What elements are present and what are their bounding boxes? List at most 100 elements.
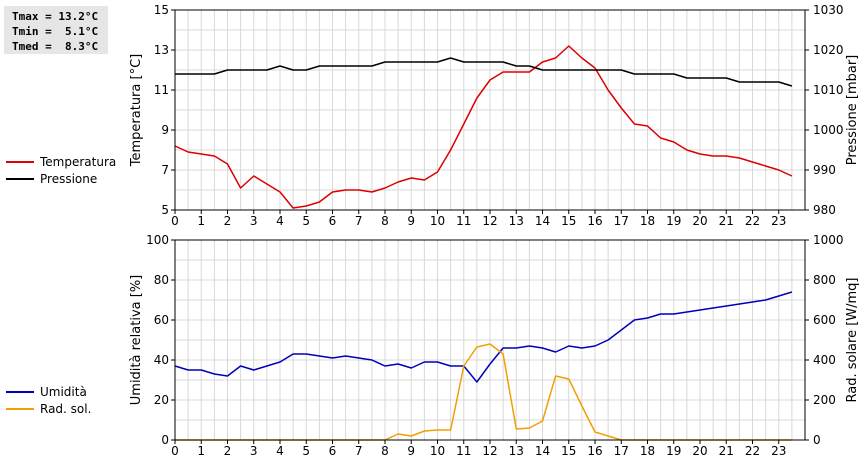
stat-tmin-value: 5.1°C [58,25,99,38]
x-tick-label: 0 [171,214,179,228]
series-line-temperatura [174,45,793,209]
x-tick-label: 17 [614,444,629,458]
y-right-tick-label: 600 [813,313,836,327]
x-tick-label: 20 [692,444,707,458]
x-tick-label: 5 [302,214,310,228]
y-right-tick-label: 1000 [813,123,844,137]
temperature-pressure-chart: 0 1 2 3 4 5 6 7 8 9 10 11 12 13 14 15 16 17 18 19 20 21 22 2357… [6,3,860,228]
y-left-tick-label: 40 [154,353,169,367]
x-tick-label: 23 [771,444,786,458]
x-tick-label: 5 [302,444,310,458]
humidity-solar-chart: 0 1 2 3 4 5 6 7 8 9 10 11 12 13 14 15 16 17 18 19 20 21 22 2302… [6,233,860,458]
chart1-y-right-label: Pressione [mbar] [845,55,860,166]
stat-tmed-value: 8.3°C [58,40,99,53]
y-right-tick-label: 1010 [813,83,844,97]
y-left-tick-label: 80 [154,273,169,287]
x-tick-label: 6 [329,444,337,458]
x-tick-label: 4 [276,214,284,228]
x-tick-label: 3 [250,444,258,458]
stat-tmed: Tmed = 8.3°C [12,40,99,53]
y-right-tick-label: 980 [813,203,836,217]
chart1-ticks: 0 1 2 3 4 5 6 7 8 9 10 11 12 13 14 15 16 17 18 19 20 21 22 2357… [154,3,844,228]
x-tick-label: 4 [276,444,284,458]
y-left-tick-label: 9 [161,123,169,137]
chart1-grid [175,10,805,210]
x-tick-label: 0 [171,444,179,458]
x-tick-label: 18 [640,214,655,228]
x-tick-label: 9 [407,214,415,228]
y-right-tick-label: 1020 [813,43,844,57]
x-tick-label: 10 [430,214,445,228]
stat-tmax: Tmax = 13.2°C [12,10,99,23]
x-tick-label: 13 [509,214,524,228]
x-tick-label: 18 [640,444,655,458]
y-right-tick-label: 1000 [813,233,844,247]
y-left-tick-label: 5 [161,203,169,217]
x-tick-label: 6 [329,214,337,228]
y-left-tick-label: 60 [154,313,169,327]
x-tick-label: 12 [482,214,497,228]
x-tick-label: 19 [666,214,681,228]
y-right-tick-label: 990 [813,163,836,177]
y-right-tick-label: 0 [813,433,821,447]
stat-tmed-label: Tmed [12,40,39,53]
x-tick-label: 1 [197,214,205,228]
x-tick-label: 9 [407,444,415,458]
y-right-tick-label: 400 [813,353,836,367]
y-left-tick-label: 7 [161,163,169,177]
series-line-rad-sol [175,343,792,441]
x-tick-label: 23 [771,214,786,228]
y-left-tick-label: 100 [146,233,169,247]
x-tick-label: 15 [561,444,576,458]
chart2-ticks: 0 1 2 3 4 5 6 7 8 9 10 11 12 13 14 15 16 17 18 19 20 21 22 2302… [146,233,843,458]
x-tick-label: 8 [381,444,389,458]
stats-box: Tmax = 13.2°C Tmin = 5.1°C Tmed = 8.3°C [4,6,108,54]
legend-umidita-label: Umidità [40,385,87,399]
y-left-tick-label: 11 [154,83,169,97]
x-tick-label: 7 [355,444,363,458]
y-right-tick-label: 1030 [813,3,844,17]
series-line-umidit [174,291,793,383]
x-tick-label: 7 [355,214,363,228]
x-tick-label: 11 [456,444,471,458]
chart2-legend: Umidità Rad. sol. [6,385,91,416]
x-tick-label: 16 [587,444,602,458]
series-line-pressione [175,57,793,87]
x-tick-label: 21 [719,214,734,228]
y-left-tick-label: 13 [154,43,169,57]
y-left-tick-label: 0 [161,433,169,447]
chart1-y-left-label: Temperatura [°C] [129,54,144,167]
x-tick-label: 19 [666,444,681,458]
x-tick-label: 12 [482,444,497,458]
legend-radsol-label: Rad. sol. [40,402,91,416]
x-tick-label: 10 [430,444,445,458]
stat-tmax-label: Tmax [12,10,39,23]
x-tick-label: 14 [535,214,550,228]
x-tick-label: 22 [745,214,760,228]
stat-tmin: Tmin = 5.1°C [12,25,99,38]
x-tick-label: 17 [614,214,629,228]
x-tick-label: 11 [456,214,471,228]
x-tick-label: 2 [224,444,232,458]
y-left-tick-label: 15 [154,3,169,17]
chart1-legend: Temperatura Pressione [6,155,116,186]
x-tick-label: 16 [587,214,602,228]
legend-pressione-label: Pressione [40,172,97,186]
x-tick-label: 2 [224,214,232,228]
chart2-series [174,291,793,441]
legend-temperatura-label: Temperatura [39,155,116,169]
x-tick-label: 3 [250,214,258,228]
x-tick-label: 22 [745,444,760,458]
chart2-y-left-label: Umidità relativa [%] [129,275,144,405]
chart2-grid [175,240,805,440]
x-tick-label: 13 [509,444,524,458]
stat-tmin-label: Tmin [12,25,39,38]
x-tick-label: 1 [197,444,205,458]
x-tick-label: 21 [719,444,734,458]
x-tick-label: 8 [381,214,389,228]
y-right-tick-label: 800 [813,273,836,287]
chart1-series [174,45,793,209]
stat-tmax-value: 13.2°C [58,10,99,23]
chart2-y-right-label: Rad. solare [W/mq] [845,277,860,402]
